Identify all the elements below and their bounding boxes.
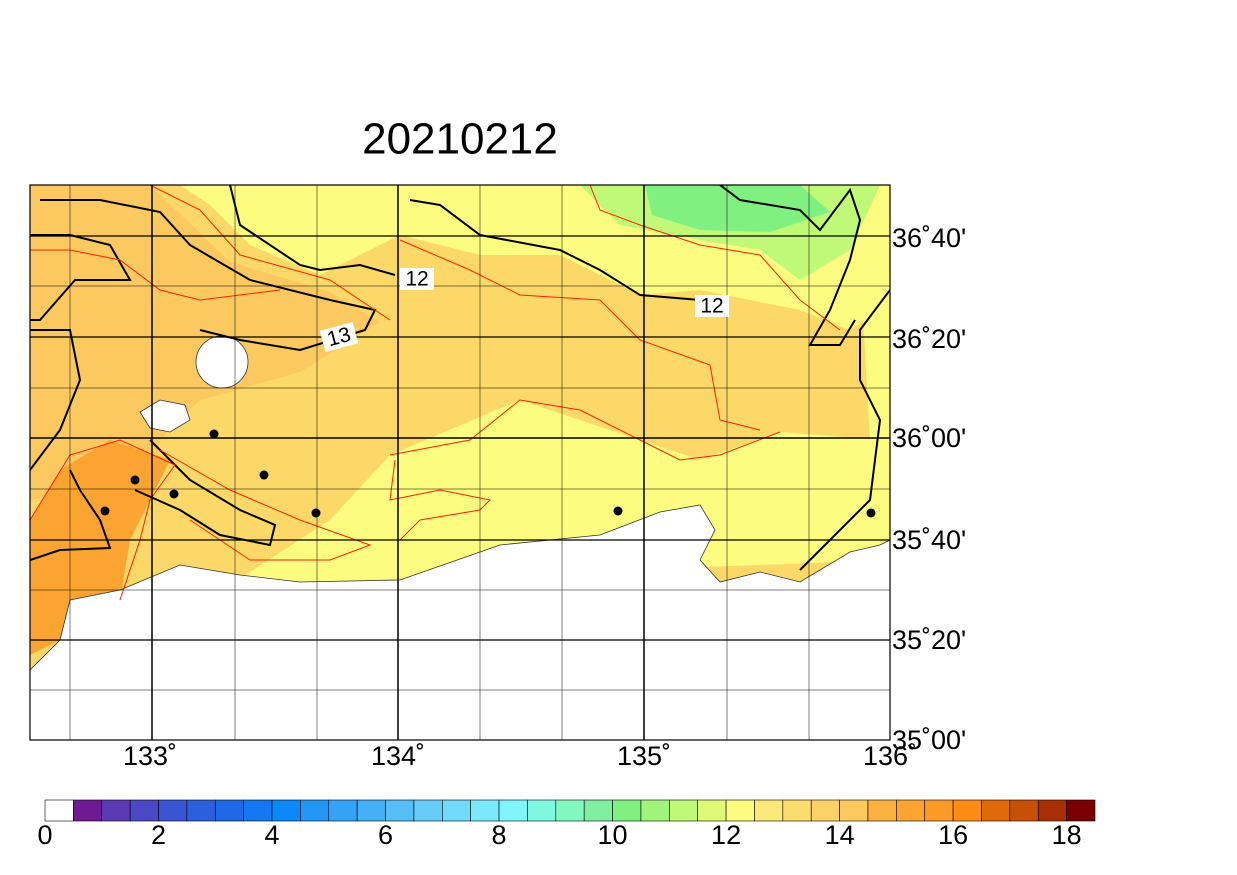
lat-label: 35˚00' xyxy=(892,725,966,755)
colorbar-swatch xyxy=(555,799,585,822)
stations xyxy=(100,429,876,518)
colorbar-swatch xyxy=(669,799,699,822)
graticule xyxy=(30,185,890,740)
colorbar-swatch xyxy=(952,799,982,822)
colorbar-swatch xyxy=(867,799,897,822)
colorbar-swatch xyxy=(612,799,642,822)
contour-label-box xyxy=(695,295,729,317)
cold-core xyxy=(645,185,830,232)
contour-label-box xyxy=(400,268,434,290)
colorbar-swatch xyxy=(896,799,926,822)
lon-label: 135˚ xyxy=(617,741,671,771)
colorbar-swatch xyxy=(754,799,784,822)
contour-label-box xyxy=(319,321,359,353)
colorbar-swatch xyxy=(158,799,188,822)
colorbar-swatch xyxy=(101,799,131,822)
contours-red xyxy=(30,185,841,601)
colorbar-swatch xyxy=(186,799,216,822)
colorbar-swatch xyxy=(129,799,159,822)
contours xyxy=(30,185,890,571)
colorbar-swatch xyxy=(782,799,812,822)
contour-label: 12 xyxy=(400,268,434,291)
colorbar-swatch xyxy=(441,799,471,822)
lon-label: 133˚ xyxy=(123,741,177,771)
contour-label-text: 12 xyxy=(700,295,723,318)
colorbar-swatch xyxy=(810,799,840,822)
colorbar-swatch xyxy=(328,799,358,822)
colorbar-swatch xyxy=(583,799,613,822)
land xyxy=(30,504,890,740)
sst-field xyxy=(30,185,890,740)
colorbar-swatch xyxy=(1037,799,1067,822)
colorbar-swatch xyxy=(356,799,386,822)
colorbar-swatch xyxy=(725,799,755,822)
colorbar-swatch xyxy=(498,799,528,822)
colorbar-swatch xyxy=(470,799,500,822)
colorbar-swatch xyxy=(1066,799,1096,822)
colorbar-swatch xyxy=(527,799,557,822)
colorbar-swatch xyxy=(981,799,1011,822)
map-frame xyxy=(29,184,891,741)
colorbar-swatch xyxy=(697,799,727,822)
island xyxy=(195,335,249,389)
colorbar-swatch xyxy=(214,799,244,822)
colorbar-swatch xyxy=(243,799,273,822)
contour-label: 13 xyxy=(319,321,359,353)
colorbar-swatch xyxy=(413,799,443,822)
colorbar-swatch xyxy=(73,799,103,822)
contour-label-text: 12 xyxy=(405,268,428,291)
colorbar-swatch xyxy=(1009,799,1039,822)
colorbar-label: 10 xyxy=(598,820,628,850)
colorbar-swatch xyxy=(385,799,415,822)
cool-band xyxy=(230,400,890,585)
colorbar-label: 6 xyxy=(378,820,393,850)
lat-label: 36˚00' xyxy=(892,423,966,453)
lat-label: 35˚40' xyxy=(892,525,966,555)
colorbar-label: 12 xyxy=(711,820,741,850)
lat-label: 35˚20' xyxy=(892,625,966,655)
contour-label: 12 xyxy=(695,295,729,318)
lon-label: 134˚ xyxy=(371,741,425,771)
colorbar-swatch xyxy=(271,799,301,822)
colorbar-swatch xyxy=(924,799,954,822)
lon-label: 136˚ xyxy=(863,741,917,771)
colorbar-label: 8 xyxy=(492,820,507,850)
colorbar-swatch xyxy=(44,799,74,822)
colorbar-label: 14 xyxy=(825,820,855,850)
colorbar-swatch xyxy=(300,799,330,822)
colorbar-label: 0 xyxy=(37,820,52,850)
map-title: 20210212 xyxy=(362,115,558,164)
colorbar-label: 4 xyxy=(265,820,280,850)
colorbar-label: 16 xyxy=(938,820,968,850)
colorbar-label: 18 xyxy=(1052,820,1082,850)
colorbar-swatch xyxy=(839,799,869,822)
lat-label: 36˚20' xyxy=(892,324,966,354)
cool-band xyxy=(862,290,890,460)
colorbar-label: 2 xyxy=(151,820,166,850)
lat-label: 36˚40' xyxy=(892,223,966,253)
colorbar-swatch xyxy=(640,799,670,822)
